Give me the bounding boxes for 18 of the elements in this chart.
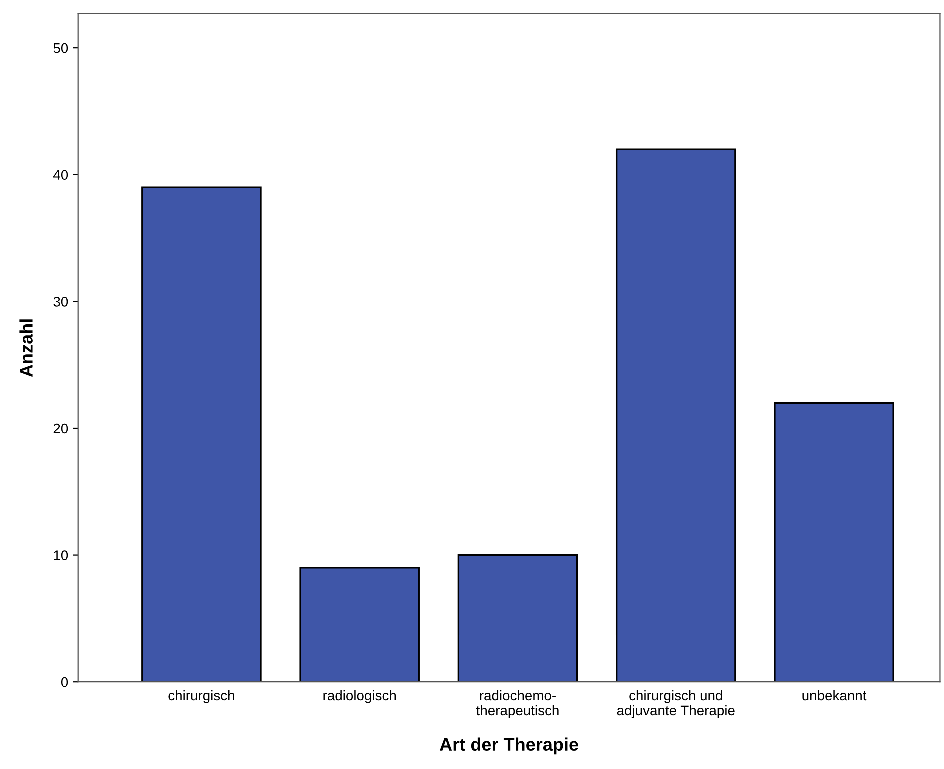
y-axis-title: Anzahl bbox=[20, 320, 33, 378]
bar bbox=[142, 186, 262, 682]
x-tick-label: chirurgisch bbox=[168, 690, 234, 704]
x-axis-title: Art der Therapie bbox=[440, 738, 578, 755]
y-tick-label: 10 bbox=[54, 550, 68, 560]
y-tick-label: 40 bbox=[54, 170, 68, 180]
y-tick-label: 0 bbox=[61, 677, 68, 688]
x-tick-label: chirurgisch und adjuvante Therapie bbox=[617, 690, 735, 718]
bar bbox=[616, 148, 736, 682]
bar bbox=[774, 402, 894, 682]
x-tick-label: radiochemo- therapeutisch bbox=[476, 690, 559, 718]
y-tick-label: 50 bbox=[54, 43, 68, 54]
bar bbox=[300, 567, 420, 682]
y-tick-label: 30 bbox=[54, 297, 68, 307]
y-tick-label: 20 bbox=[54, 424, 68, 434]
bar bbox=[458, 554, 578, 682]
x-tick-label: unbekannt bbox=[802, 690, 867, 701]
x-tick-label: radiologisch bbox=[324, 690, 396, 704]
